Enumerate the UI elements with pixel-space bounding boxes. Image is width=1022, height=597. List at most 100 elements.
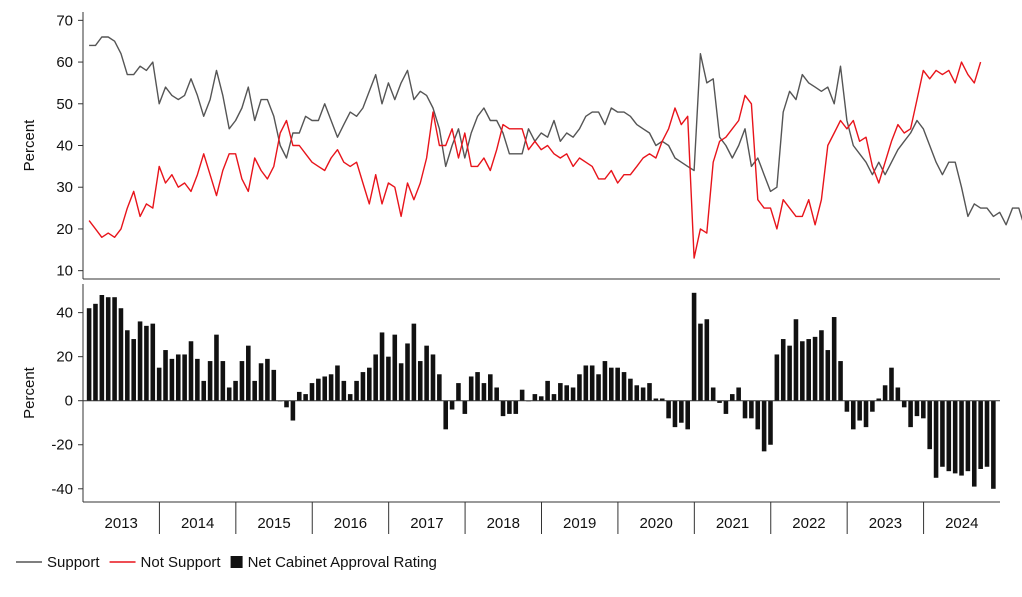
bar bbox=[500, 400, 506, 417]
bar bbox=[239, 361, 245, 401]
bar bbox=[825, 350, 831, 401]
bar bbox=[698, 323, 703, 401]
bar bbox=[704, 319, 710, 401]
bar bbox=[653, 398, 659, 401]
bar bbox=[621, 372, 627, 401]
bottom-y-axis-title: Percent bbox=[21, 366, 38, 419]
top-series-lines bbox=[88, 36, 1022, 259]
bar bbox=[876, 398, 882, 401]
bar bbox=[659, 398, 665, 401]
bar bbox=[462, 400, 468, 414]
bar bbox=[691, 292, 697, 401]
bar bbox=[335, 365, 340, 401]
bar bbox=[933, 400, 939, 478]
bar bbox=[589, 365, 595, 401]
bar bbox=[742, 400, 748, 419]
bar bbox=[602, 361, 608, 401]
bar bbox=[710, 387, 716, 401]
bar bbox=[736, 387, 741, 401]
bar bbox=[780, 339, 786, 401]
bar bbox=[417, 361, 423, 401]
bar bbox=[564, 385, 569, 401]
top-y-tick-label: 50 bbox=[56, 96, 73, 113]
bar bbox=[86, 308, 92, 401]
bar bbox=[901, 400, 907, 408]
bar bbox=[258, 363, 264, 401]
bar bbox=[513, 400, 519, 414]
bar bbox=[628, 378, 633, 401]
bottom-y-tick-label: -40 bbox=[51, 481, 73, 498]
bar bbox=[749, 400, 754, 419]
bar bbox=[870, 400, 875, 412]
shared-x-axis: 2013 2014 2015 2016 2017 2018 2019 2020 2021 2022… bbox=[105, 502, 978, 534]
bar bbox=[360, 372, 366, 401]
bar bbox=[634, 385, 640, 401]
bar bbox=[93, 303, 98, 401]
x-tick-label: 2021 bbox=[716, 515, 749, 532]
bar bbox=[831, 317, 837, 401]
bar bbox=[169, 358, 175, 401]
x-tick-label: 2023 bbox=[869, 515, 902, 532]
bar bbox=[246, 345, 251, 401]
bar bbox=[220, 361, 226, 401]
bar bbox=[118, 308, 124, 401]
bar bbox=[819, 330, 824, 401]
bar bbox=[201, 380, 207, 401]
bottom-bars bbox=[86, 292, 996, 489]
bar bbox=[137, 321, 143, 401]
bottom-y-tick-label: 20 bbox=[56, 349, 73, 366]
bar bbox=[195, 358, 200, 401]
bar bbox=[347, 394, 353, 401]
x-tick-label: 2019 bbox=[563, 515, 596, 532]
bar bbox=[303, 394, 308, 401]
bar bbox=[226, 387, 232, 401]
bar bbox=[991, 400, 996, 489]
bar bbox=[112, 297, 117, 401]
bar bbox=[640, 387, 646, 401]
bar bbox=[755, 400, 761, 430]
bar bbox=[125, 330, 130, 401]
bar bbox=[309, 383, 315, 401]
bar bbox=[519, 389, 525, 401]
bar bbox=[284, 400, 289, 408]
top-y-ticks: 10 20 30 40 50 60 70 bbox=[56, 12, 83, 280]
bar bbox=[494, 387, 499, 401]
top-y-tick-label: 60 bbox=[56, 54, 73, 71]
bar bbox=[570, 387, 576, 401]
top-y-tick-label: 30 bbox=[56, 179, 73, 196]
bar bbox=[978, 400, 983, 469]
legend: Support Not Support Net Cabinet Approval R… bbox=[16, 554, 437, 571]
x-tick-label: 2022 bbox=[792, 515, 825, 532]
bar bbox=[367, 367, 372, 401]
bar bbox=[774, 354, 780, 401]
x-tick-label: 2015 bbox=[257, 515, 290, 532]
series-line-support bbox=[89, 36, 1022, 226]
bar bbox=[233, 380, 238, 401]
bar bbox=[723, 400, 729, 414]
x-tick-label: 2014 bbox=[181, 515, 214, 532]
bar bbox=[354, 380, 359, 401]
bar bbox=[131, 339, 136, 401]
bottom-y-tick-label: -20 bbox=[51, 437, 73, 454]
bar bbox=[386, 356, 391, 401]
bar bbox=[971, 400, 977, 487]
bar bbox=[609, 367, 614, 401]
bar bbox=[857, 400, 862, 421]
top-y-tick-label: 40 bbox=[56, 138, 73, 155]
bar bbox=[316, 378, 321, 401]
bar bbox=[341, 380, 347, 401]
bar bbox=[647, 383, 652, 401]
bar bbox=[583, 365, 589, 401]
legend-label: Not Support bbox=[141, 554, 222, 571]
bar bbox=[717, 400, 722, 403]
bar bbox=[666, 400, 671, 419]
bar bbox=[322, 376, 328, 401]
bar bbox=[265, 358, 270, 401]
bar bbox=[144, 325, 149, 401]
bar bbox=[577, 374, 582, 401]
bar bbox=[768, 400, 773, 445]
bottom-panel: -40 -20 0 20 40 Percent bbox=[21, 284, 1000, 503]
bar bbox=[761, 400, 767, 452]
bar bbox=[850, 400, 856, 430]
